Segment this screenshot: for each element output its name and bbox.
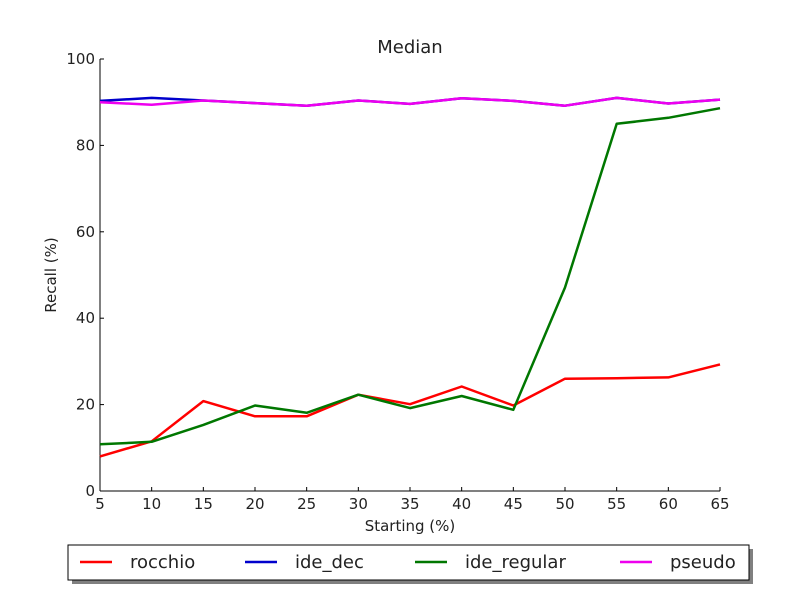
- x-axis-label: Starting (%): [365, 517, 456, 535]
- y-tick-label: 100: [66, 50, 95, 68]
- y-tick-label: 20: [76, 396, 95, 414]
- x-tick-label: 55: [607, 495, 626, 513]
- y-tick-label: 0: [85, 482, 95, 500]
- legend-label-pseudo: pseudo: [670, 552, 736, 573]
- x-tick-label: 40: [452, 495, 471, 513]
- x-tick-label: 10: [142, 495, 161, 513]
- legend-label-ide-dec: ide_dec: [295, 552, 364, 573]
- x-tick-label: 65: [710, 495, 729, 513]
- series-line-ide-regular: [99, 106, 721, 446]
- legend-label-rocchio: rocchio: [130, 552, 195, 573]
- x-tick-label: 15: [194, 495, 213, 513]
- y-tick-label: 80: [76, 136, 95, 154]
- x-tick-label: 5: [95, 495, 105, 513]
- chart-title: Median: [377, 37, 442, 58]
- x-tick-label: 20: [245, 495, 264, 513]
- series-lines: [99, 96, 721, 458]
- y-tick-label: 60: [76, 223, 95, 241]
- x-tick-label: 60: [659, 495, 678, 513]
- series-line-rocchio: [99, 363, 721, 458]
- x-tick-label: 30: [349, 495, 368, 513]
- x-tick-label: 25: [297, 495, 316, 513]
- legend-label-ide-regular: ide_regular: [465, 552, 566, 573]
- x-tick-label: 50: [555, 495, 574, 513]
- x-tick-label: 35: [400, 495, 419, 513]
- axis-ticks: 5 10 15 20 25 30 35 40 45 50 55 60 65 0 20 40 60 80 100: [66, 50, 729, 513]
- legend: rocchio ide_dec ide_regular pseudo: [67, 544, 753, 584]
- y-axis-label: Recall (%): [42, 237, 60, 312]
- y-tick-label: 40: [76, 309, 95, 327]
- legend-items: rocchio ide_dec ide_regular pseudo: [80, 552, 736, 573]
- x-tick-label: 45: [504, 495, 523, 513]
- series-line-pseudo: [99, 96, 721, 107]
